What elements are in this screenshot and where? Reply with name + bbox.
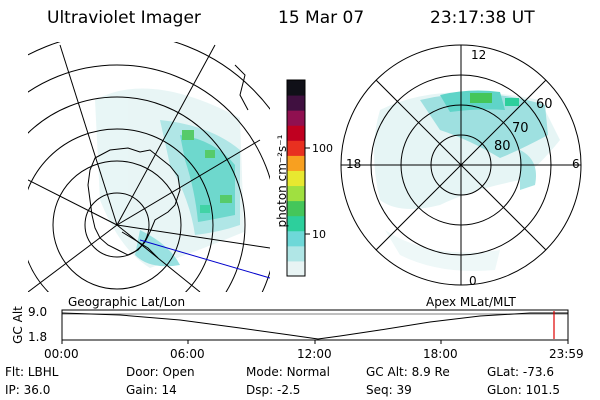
info-value-door: Open	[162, 365, 195, 379]
info-key: GLat:	[487, 365, 520, 379]
info-value-dsp: -2.5	[276, 383, 301, 397]
info-value-ip: 36.0	[23, 383, 51, 397]
timeline-xtick-1: 06:00	[170, 347, 205, 361]
colorbar-band	[287, 230, 305, 247]
colorbar-band	[287, 200, 305, 217]
info-value-gain: 14	[161, 383, 177, 397]
colorbar-band	[287, 245, 305, 262]
info-key: IP:	[5, 383, 20, 397]
info-value-filter: LBHL	[27, 365, 59, 379]
mlt-label-18: 18	[346, 157, 362, 171]
right-panel-label: Apex MLat/MLT	[426, 295, 516, 309]
colorbar-band	[287, 125, 305, 141]
info-value-glat: -73.6	[522, 365, 554, 379]
info-key: Dsp:	[246, 383, 274, 397]
info-key: Flt:	[5, 365, 24, 379]
colorbar-tick-10: 10	[312, 228, 326, 241]
colorbar-band	[287, 155, 305, 171]
coastline	[87, 147, 181, 256]
colorbar-unit-label: photon cm⁻²s⁻¹	[275, 134, 289, 228]
info-key: Mode:	[246, 365, 283, 379]
info-value-mode: Normal	[286, 365, 330, 379]
colorbar-band	[287, 260, 305, 277]
mlt-label-0: 0	[469, 274, 477, 288]
altitude-timeline	[61, 309, 569, 344]
colorbar-band	[287, 215, 305, 232]
instrument-title: Ultraviolet Imager	[47, 8, 201, 28]
info-value-seq: 39	[396, 383, 412, 397]
info-key: Seq:	[366, 383, 393, 397]
timeline-xtick-0: 00:00	[44, 347, 79, 361]
mlt-label-6: 6	[572, 157, 580, 171]
mlat-label-60: 60	[536, 97, 553, 112]
info-key: GLon:	[487, 383, 522, 397]
colorbar-band	[287, 95, 305, 111]
mlat-label-80: 80	[494, 139, 511, 154]
info-key: Gain:	[126, 383, 158, 397]
info-key: GC Alt:	[366, 365, 408, 379]
timeline-ylabel: GC Alt	[11, 306, 25, 344]
colorbar-band	[287, 170, 305, 187]
colorbar-tick-100: 100	[312, 142, 333, 155]
timeline-xtick-4: 23:59	[549, 347, 584, 361]
magnetic-polar-map	[340, 44, 582, 286]
info-key: Door:	[126, 365, 159, 379]
timeline-ytick-low: 1.8	[28, 330, 48, 344]
timeline-ytick-high: 9.0	[28, 305, 48, 319]
observation-time: 23:17:38 UT	[430, 8, 535, 28]
mlt-label-12: 12	[471, 48, 487, 62]
colorbar-band	[287, 110, 305, 126]
observation-date: 15 Mar 07	[278, 8, 365, 28]
colorbar-band	[287, 80, 305, 96]
info-value-gc-alt: 8.9 Re	[411, 365, 450, 379]
colorbar-band	[287, 185, 305, 202]
info-value-glon: 101.5	[525, 383, 560, 397]
timeline-xtick-2: 12:00	[297, 347, 332, 361]
mlat-label-70: 70	[512, 121, 529, 136]
colorbar	[287, 80, 305, 277]
left-panel-label: Geographic Lat/Lon	[68, 295, 186, 309]
colorbar-band	[287, 140, 305, 156]
timeline-xtick-3: 18:00	[423, 347, 458, 361]
orbit-track	[139, 239, 270, 279]
